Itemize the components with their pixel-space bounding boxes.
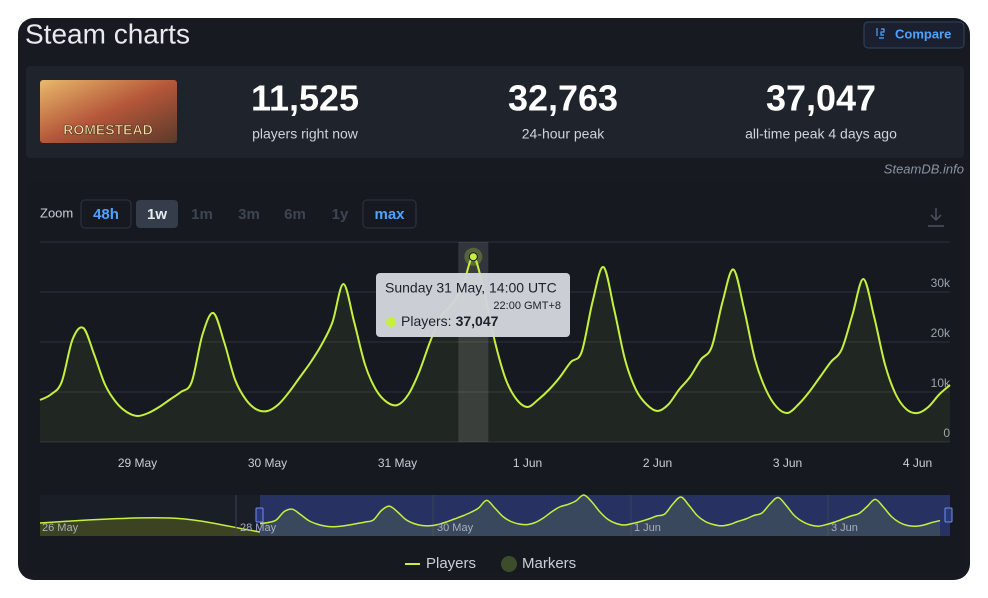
- y-tick-label: 0: [943, 426, 950, 440]
- legend-label[interactable]: Markers: [522, 555, 576, 572]
- credit: SteamDB.info: [884, 161, 964, 176]
- tooltip-value: 37,047: [456, 313, 499, 329]
- x-tick-label: 1 Jun: [513, 456, 542, 470]
- legend-label[interactable]: Players: [426, 555, 476, 572]
- zoom-button: 3m: [238, 206, 260, 223]
- stat-value: 32,763: [508, 78, 618, 119]
- zoom-button[interactable]: max: [374, 206, 405, 223]
- navigator-line: [259, 494, 941, 528]
- zoom-label: Zoom: [40, 205, 73, 220]
- zoom-buttons: 48h 1w 1m 3m 6m 1y max: [80, 199, 417, 229]
- navigator-label: 1 Jun: [634, 522, 661, 534]
- stat-value: 11,525: [251, 78, 359, 119]
- chart-panel: [26, 182, 964, 572]
- stats-panel: [26, 66, 964, 158]
- zoom-button: 6m: [284, 206, 306, 223]
- game-logo: ROMESTEAD: [40, 80, 177, 143]
- tooltip-title: Sunday 31 May, 14:00 UTC: [385, 280, 557, 296]
- navigator-label: 3 Jun: [831, 522, 858, 534]
- compare-button-frame[interactable]: [863, 21, 965, 49]
- compare-icon: [876, 28, 885, 39]
- navigator-label: 30 May: [437, 522, 474, 534]
- compare-button[interactable]: Compare: [863, 21, 965, 49]
- page-title: Steam charts: [25, 18, 190, 49]
- y-tick-label: 20k: [931, 326, 951, 340]
- navigator-handle[interactable]: [944, 507, 953, 523]
- y-tick-label: 10k: [931, 376, 951, 390]
- navigator-history-line: [39, 516, 261, 533]
- x-tick-label: 31 May: [378, 456, 417, 470]
- tooltip-value-line: Players: 37,047: [401, 313, 499, 329]
- x-tick-label: 2 Jun: [643, 456, 672, 470]
- navigator-selection: [260, 495, 950, 536]
- zoom-button-frame[interactable]: [136, 200, 178, 228]
- tooltip-local-time: 22:00 GMT+8: [493, 300, 561, 312]
- legend: Players Markers: [405, 555, 576, 572]
- stat-label: players right now: [252, 126, 359, 142]
- stats: 11,525 players right now 32,763 24-hour pea…: [251, 78, 897, 142]
- x-tick-label: 29 May: [118, 456, 157, 470]
- plot: 0 10k 20k 30k 29 May 30 May 31 May 1 Jun 2 Jun 3 …: [39, 241, 951, 470]
- zoom-button[interactable]: 48h: [93, 206, 119, 223]
- zoom-button: 1y: [332, 206, 349, 223]
- hover-point: [468, 252, 478, 262]
- legend-swatch: [501, 556, 517, 572]
- navigator-label: 26 May: [42, 522, 79, 534]
- navigator-handle[interactable]: [255, 507, 264, 523]
- download-icon[interactable]: [928, 208, 944, 227]
- compare-label[interactable]: Compare: [895, 26, 951, 41]
- navigator: 26 May 28 May 30 May 1 Jun 3 Jun: [39, 494, 953, 536]
- zoom-button[interactable]: 1w: [147, 206, 167, 223]
- navigator-label: 28 May: [240, 522, 277, 534]
- series-line: [39, 255, 951, 418]
- tooltip-label: Players:: [401, 313, 452, 329]
- tooltip-swatch: [386, 317, 396, 327]
- x-tick-label: 30 May: [248, 456, 287, 470]
- x-tick-label: 3 Jun: [773, 456, 802, 470]
- stat-label: all-time peak 4 days ago: [745, 126, 897, 142]
- tooltip-box: [376, 273, 570, 337]
- zoom-button-frame[interactable]: [362, 199, 417, 229]
- stat-label: 24-hour peak: [522, 126, 606, 142]
- zoom-button: 1m: [191, 206, 213, 223]
- game-image: [40, 80, 177, 143]
- y-tick-label: 30k: [931, 276, 951, 290]
- zoom-button-frame[interactable]: [80, 199, 132, 229]
- game-logo-text: ROMESTEAD: [63, 122, 152, 138]
- navigator-area: [260, 494, 940, 536]
- stat-value: 37,047: [766, 78, 876, 119]
- x-tick-label: 4 Jun: [903, 456, 932, 470]
